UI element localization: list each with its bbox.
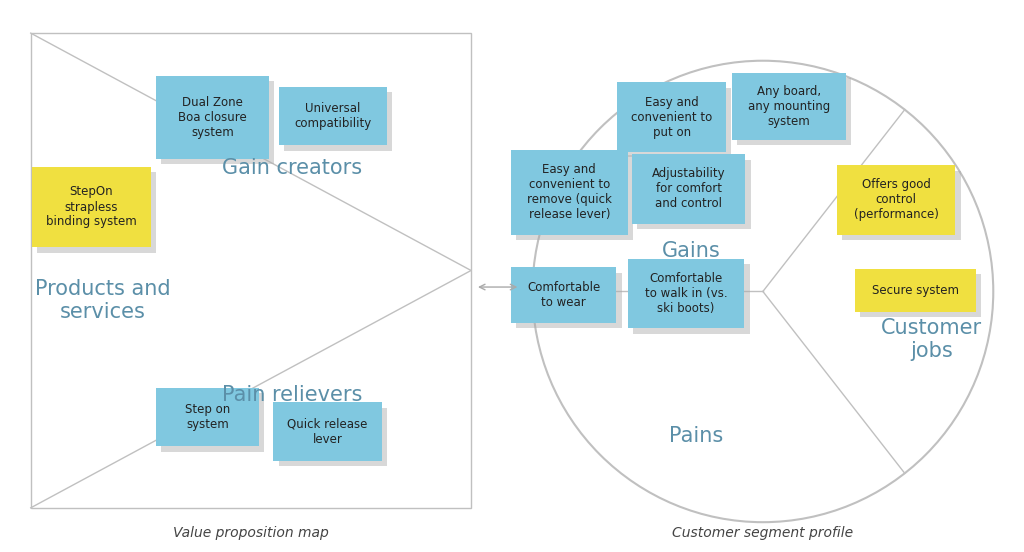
FancyBboxPatch shape (156, 388, 259, 446)
Text: Offers good
control
(performance): Offers good control (performance) (854, 178, 938, 221)
Text: Secure system: Secure system (872, 284, 958, 297)
FancyBboxPatch shape (273, 402, 382, 461)
Text: Customer segment profile: Customer segment profile (673, 526, 853, 540)
Text: Products and
services: Products and services (35, 279, 170, 322)
FancyBboxPatch shape (516, 273, 622, 328)
Text: Pain relievers: Pain relievers (221, 385, 362, 405)
FancyBboxPatch shape (156, 76, 269, 159)
Text: Comfortable
to wear: Comfortable to wear (527, 281, 600, 309)
Text: Value proposition map: Value proposition map (173, 526, 329, 540)
FancyBboxPatch shape (161, 393, 264, 452)
Text: Step on
system: Step on system (184, 403, 230, 431)
FancyBboxPatch shape (161, 81, 274, 164)
FancyBboxPatch shape (623, 88, 731, 157)
FancyBboxPatch shape (633, 264, 750, 334)
FancyBboxPatch shape (628, 259, 744, 328)
FancyBboxPatch shape (284, 92, 392, 151)
FancyBboxPatch shape (632, 154, 745, 224)
FancyBboxPatch shape (860, 274, 981, 317)
FancyBboxPatch shape (637, 160, 751, 229)
FancyBboxPatch shape (32, 167, 151, 247)
FancyBboxPatch shape (511, 150, 628, 235)
FancyBboxPatch shape (732, 73, 846, 140)
Text: Customer
jobs: Customer jobs (882, 318, 982, 361)
FancyBboxPatch shape (855, 269, 976, 312)
Text: Any board,
any mounting
system: Any board, any mounting system (748, 85, 830, 128)
FancyBboxPatch shape (279, 87, 387, 145)
Text: StepOn
strapless
binding system: StepOn strapless binding system (46, 185, 136, 229)
FancyBboxPatch shape (842, 171, 961, 240)
Text: Adjustability
for comfort
and control: Adjustability for comfort and control (652, 167, 725, 210)
FancyBboxPatch shape (617, 82, 726, 152)
Text: Comfortable
to walk in (vs.
ski boots): Comfortable to walk in (vs. ski boots) (645, 272, 727, 315)
FancyBboxPatch shape (737, 78, 851, 145)
Text: Quick release
lever: Quick release lever (288, 418, 368, 445)
Text: Dual Zone
Boa closure
system: Dual Zone Boa closure system (178, 96, 247, 139)
Text: Easy and
convenient to
put on: Easy and convenient to put on (631, 95, 713, 139)
FancyBboxPatch shape (37, 172, 156, 253)
Text: Gain creators: Gain creators (222, 158, 361, 178)
Text: Easy and
convenient to
remove (quick
release lever): Easy and convenient to remove (quick rel… (527, 163, 611, 221)
FancyBboxPatch shape (516, 155, 633, 240)
Text: Gains: Gains (662, 241, 721, 261)
FancyBboxPatch shape (31, 33, 471, 508)
FancyBboxPatch shape (511, 267, 616, 323)
Text: Pains: Pains (670, 426, 723, 446)
FancyBboxPatch shape (279, 408, 387, 466)
FancyBboxPatch shape (837, 165, 955, 235)
Text: Universal
compatibility: Universal compatibility (294, 102, 372, 130)
